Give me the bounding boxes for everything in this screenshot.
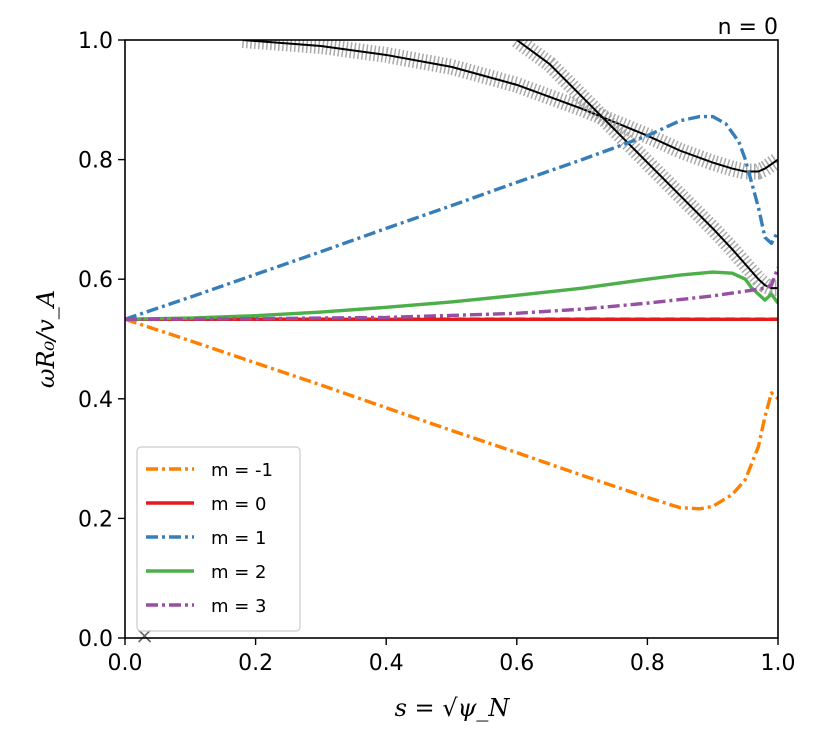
chart-title: n = 0 <box>718 15 778 40</box>
legend-entry: m = 2 <box>146 562 267 583</box>
plot-frame <box>124 39 779 639</box>
continuum-band-0 <box>241 40 778 180</box>
series-line-2 <box>125 114 778 321</box>
continuum-line-1 <box>516 40 778 290</box>
series-line-3 <box>125 270 778 321</box>
legend-label: m = 3 <box>211 596 267 617</box>
y-axis-label: ωR₀/v_A <box>32 290 60 388</box>
legend-entry: m = -1 <box>146 460 273 481</box>
x-tick-label: 0.4 <box>369 651 404 676</box>
series-layer <box>125 114 778 511</box>
legend-label: m = -1 <box>211 460 273 481</box>
legend-entry: m = 0 <box>146 494 267 515</box>
y-ticks: 0.0 0.2 0.4 0.6 0.8 1.0 <box>78 29 125 652</box>
x-tick-label: 0.0 <box>108 651 143 676</box>
legend-entry: m = 3 <box>146 596 267 617</box>
legend-label: m = 1 <box>211 528 267 549</box>
y-tick-label: 0.6 <box>78 268 113 293</box>
legend-label: m = 2 <box>211 562 267 583</box>
legend-entry: m = 1 <box>146 528 267 549</box>
marker-layer <box>138 629 152 643</box>
legend-label: m = 0 <box>211 494 267 515</box>
legend-box <box>136 446 301 632</box>
y-tick-label: 0.2 <box>78 507 113 532</box>
continuum-line-0 <box>242 40 778 173</box>
y-tick-label: 0.4 <box>78 388 113 413</box>
continuum-layer <box>125 40 778 322</box>
x-ticks: 0.0 0.2 0.4 0.6 0.8 1.0 <box>108 638 796 676</box>
series-line-4 <box>125 266 778 321</box>
x-tick-label: 1.0 <box>761 651 796 676</box>
continuum-band-1 <box>512 40 778 297</box>
x-tick-label: 0.8 <box>630 651 665 676</box>
isolated-marker-0 <box>138 629 152 643</box>
y-tick-label: 1.0 <box>78 29 113 54</box>
legend: m = -1 m = 0 m = 1 m = 2 m = 3 <box>136 446 301 632</box>
x-tick-label: 0.2 <box>238 651 273 676</box>
series-line-0 <box>125 317 778 511</box>
x-axis-label: s = √ψ_N <box>395 694 511 722</box>
y-tick-label: 0.0 <box>78 627 113 652</box>
x-tick-label: 0.6 <box>499 651 534 676</box>
y-tick-label: 0.8 <box>78 149 113 174</box>
